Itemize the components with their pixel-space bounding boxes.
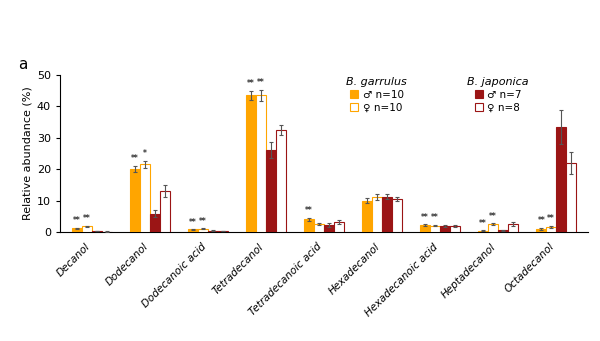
- Text: a: a: [18, 57, 27, 72]
- Bar: [266, 150, 276, 232]
- Text: **: **: [547, 214, 555, 223]
- Text: **: **: [489, 211, 497, 221]
- Bar: [72, 228, 82, 232]
- Text: **: **: [431, 213, 439, 222]
- Bar: [188, 229, 198, 232]
- Text: **: **: [199, 217, 207, 226]
- Bar: [160, 191, 170, 232]
- Text: **: **: [479, 219, 487, 228]
- Bar: [130, 169, 140, 232]
- Bar: [508, 224, 518, 232]
- Bar: [566, 163, 576, 232]
- Text: **: **: [73, 216, 81, 225]
- Bar: [546, 227, 556, 232]
- Text: **: **: [421, 212, 429, 222]
- Text: **: **: [257, 78, 265, 87]
- Bar: [498, 230, 508, 232]
- Bar: [372, 197, 382, 232]
- Bar: [304, 219, 314, 232]
- Bar: [430, 226, 440, 232]
- Bar: [334, 222, 344, 232]
- Bar: [421, 225, 430, 232]
- Text: **: **: [131, 154, 139, 163]
- Text: **: **: [538, 216, 545, 225]
- Bar: [556, 127, 566, 232]
- Text: **: **: [247, 79, 255, 88]
- Bar: [536, 229, 546, 232]
- Bar: [362, 201, 372, 232]
- Bar: [82, 226, 92, 232]
- Bar: [478, 231, 488, 232]
- Bar: [198, 229, 208, 232]
- Text: **: **: [305, 206, 313, 215]
- Legend: ♂ n=7, ♀ n=8: ♂ n=7, ♀ n=8: [467, 77, 529, 112]
- Bar: [450, 226, 460, 232]
- Bar: [382, 197, 392, 232]
- Bar: [276, 130, 286, 232]
- Bar: [256, 95, 266, 232]
- Y-axis label: Relative abundance (%): Relative abundance (%): [23, 87, 32, 220]
- Text: *: *: [143, 149, 147, 158]
- Text: **: **: [83, 214, 91, 223]
- Text: **: **: [189, 218, 197, 226]
- Bar: [140, 164, 150, 232]
- Bar: [150, 214, 160, 232]
- Bar: [208, 231, 218, 232]
- Bar: [488, 224, 498, 232]
- Bar: [92, 231, 102, 232]
- Bar: [324, 225, 334, 232]
- Bar: [246, 95, 256, 232]
- Bar: [392, 199, 402, 232]
- Bar: [440, 226, 450, 232]
- Bar: [314, 224, 324, 232]
- Bar: [218, 231, 227, 232]
